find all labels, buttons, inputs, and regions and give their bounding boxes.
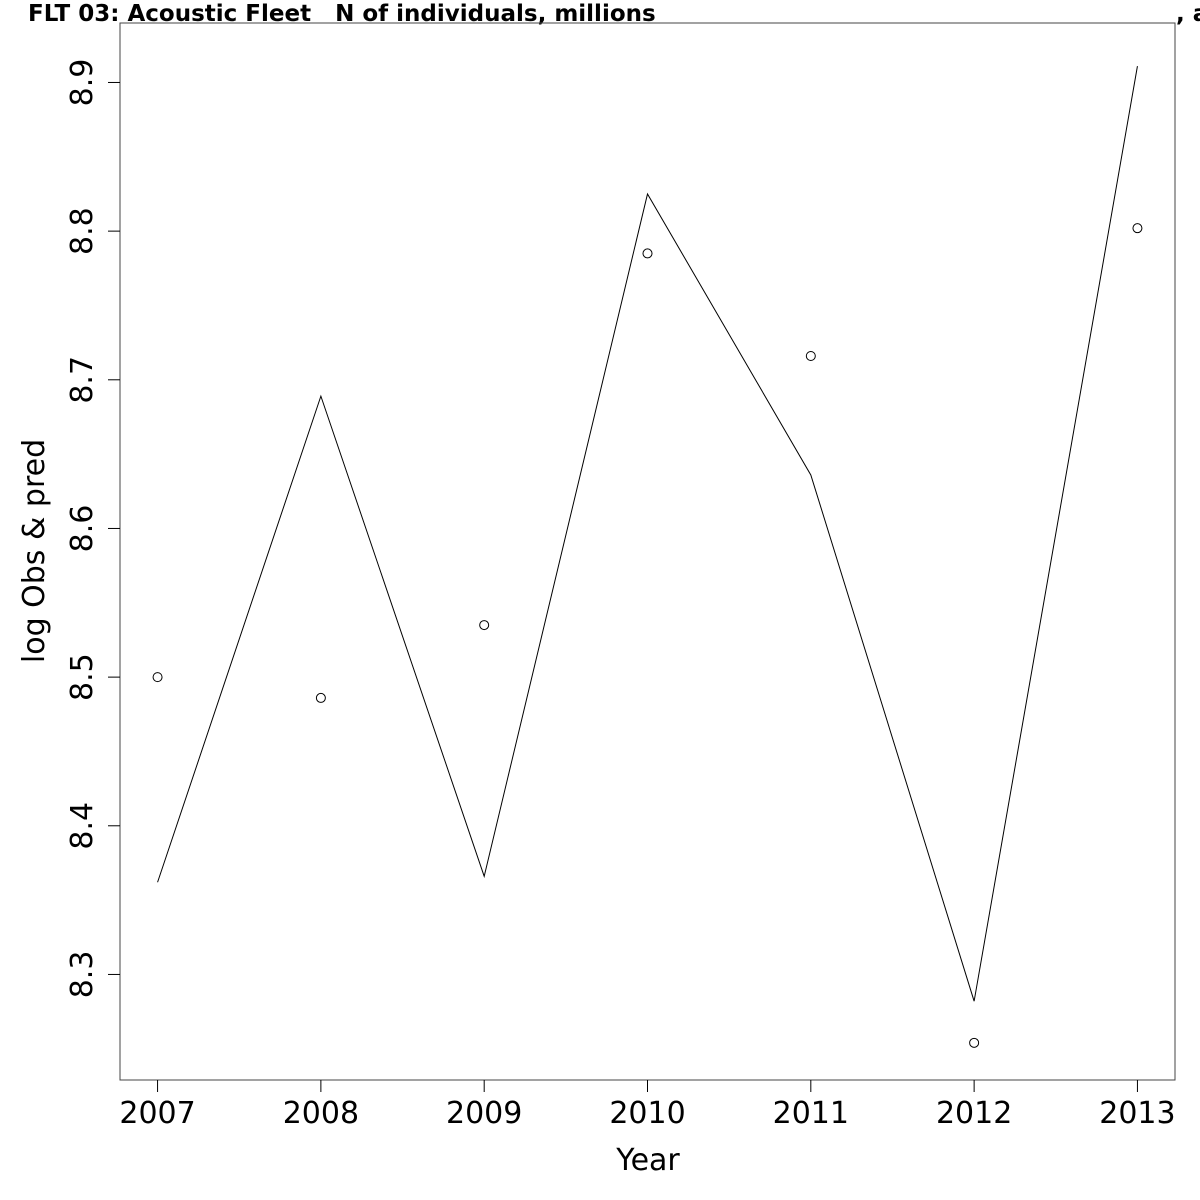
y-axis-label: log Obs & pred xyxy=(17,439,52,663)
x-tick-label: 2012 xyxy=(936,1096,1012,1131)
x-axis: 2007 2008 2009 2010 2011 2012 2013 xyxy=(119,1080,1176,1131)
x-tick-label: 2010 xyxy=(609,1096,685,1131)
x-tick-label: 2008 xyxy=(283,1096,359,1131)
observed-point xyxy=(315,692,326,703)
observed-point xyxy=(152,672,163,683)
x-tick-label: 2007 xyxy=(119,1096,195,1131)
y-axis: 8.3 8.4 8.5 8.6 8.7 8.8 8.9 xyxy=(65,59,120,999)
chart-title-fragment: , a xyxy=(1176,1,1200,27)
x-tick-label: 2011 xyxy=(773,1096,849,1131)
y-tick-label: 8.4 xyxy=(65,802,100,850)
observed-point xyxy=(969,1037,980,1048)
y-tick-label: 8.5 xyxy=(65,653,100,701)
x-tick-label: 2013 xyxy=(1099,1096,1175,1131)
observed-point xyxy=(805,351,816,362)
series-layer xyxy=(152,66,1143,1048)
y-tick-label: 8.3 xyxy=(65,951,100,999)
x-tick-label: 2009 xyxy=(446,1096,522,1131)
observed-point xyxy=(1132,223,1143,234)
x-axis-label: Year xyxy=(615,1143,680,1178)
y-tick-label: 8.6 xyxy=(65,505,100,553)
y-tick-label: 8.7 xyxy=(65,356,100,404)
observed-point xyxy=(479,620,490,631)
observed-point xyxy=(642,248,653,259)
plot-frame xyxy=(119,22,1176,1081)
y-tick-label: 8.8 xyxy=(65,207,100,255)
y-tick-label: 8.9 xyxy=(65,59,100,107)
predicted-line xyxy=(157,66,1138,1002)
